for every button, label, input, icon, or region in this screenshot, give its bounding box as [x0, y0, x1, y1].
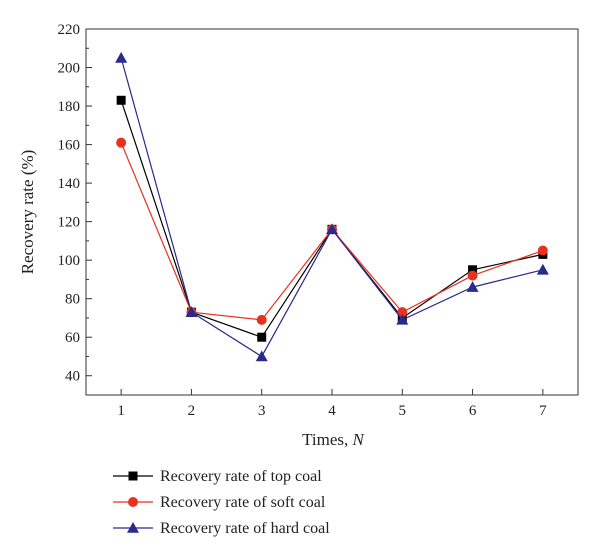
x-axis-title-text: Times, [302, 430, 352, 449]
y-tick-label-40: 40 [65, 369, 80, 385]
legend-label: Recovery rate of top coal [160, 468, 322, 485]
legend-item-triangle: Recovery rate of hard coal [113, 520, 330, 537]
data-point-square-6 [468, 265, 478, 275]
x-axis-title: Times, N [302, 430, 365, 449]
legend-item-square: Recovery rate of top coal [113, 468, 322, 485]
data-point-triangle-2 [185, 306, 198, 317]
plot-frame [85, 28, 579, 396]
y-tick-label-60: 60 [65, 330, 80, 346]
legend-label: Recovery rate of soft coal [160, 494, 326, 511]
y-tick-label-120: 120 [58, 215, 81, 231]
legend-marker-square [128, 471, 138, 481]
data-point-circle-7 [537, 245, 548, 256]
legend-item-circle: Recovery rate of soft coal [113, 494, 326, 511]
data-point-square-1 [116, 95, 126, 105]
legend-label: Recovery rate of hard coal [160, 520, 330, 537]
data-point-triangle-5 [396, 313, 409, 325]
data-point-circle-1 [116, 137, 127, 148]
data-point-triangle-1 [115, 51, 128, 63]
x-axis-title-variable: N [352, 430, 366, 449]
series-triangle [115, 51, 549, 362]
x-tick-label-7: 7 [539, 403, 547, 419]
y-axis-title: Recovery rate (%) [18, 150, 37, 275]
legend-marker-circle [128, 497, 138, 507]
data-point-triangle-7 [536, 263, 549, 275]
x-tick-label-6: 6 [469, 403, 477, 419]
data-point-circle-3 [256, 314, 267, 325]
y-tick-label-80: 80 [65, 292, 80, 308]
legend: Recovery rate of top coal Recovery rate o… [113, 468, 330, 537]
x-axis: 1 2 3 4 5 6 7 [117, 389, 547, 419]
x-tick-label-4: 4 [328, 403, 336, 419]
data-point-triangle-6 [466, 281, 479, 292]
y-tick-label-140: 140 [58, 176, 81, 192]
y-tick-label-180: 180 [58, 99, 81, 115]
y-tick-label-200: 200 [58, 61, 81, 77]
data-point-square-3 [257, 332, 267, 342]
data-point-circle-5 [397, 307, 408, 318]
y-tick-label-160: 160 [58, 138, 81, 154]
series-layer [115, 51, 549, 362]
y-axis: 40 60 80 100 120 140 160 180 200 220 [58, 22, 92, 396]
series-line-triangle [120, 57, 544, 358]
y-tick-label-220: 220 [58, 22, 81, 38]
data-point-triangle-4 [326, 223, 338, 235]
x-tick-label-5: 5 [399, 403, 407, 419]
data-point-triangle-3 [255, 350, 268, 362]
series-line-square [120, 100, 543, 338]
data-point-circle-6 [467, 270, 478, 281]
x-tick-label-2: 2 [188, 403, 196, 419]
y-tick-label-100: 100 [58, 253, 81, 269]
x-tick-label-1: 1 [117, 403, 125, 419]
legend-marker-triangle [127, 522, 139, 533]
x-tick-label-3: 3 [258, 403, 266, 419]
series-square [116, 95, 548, 342]
